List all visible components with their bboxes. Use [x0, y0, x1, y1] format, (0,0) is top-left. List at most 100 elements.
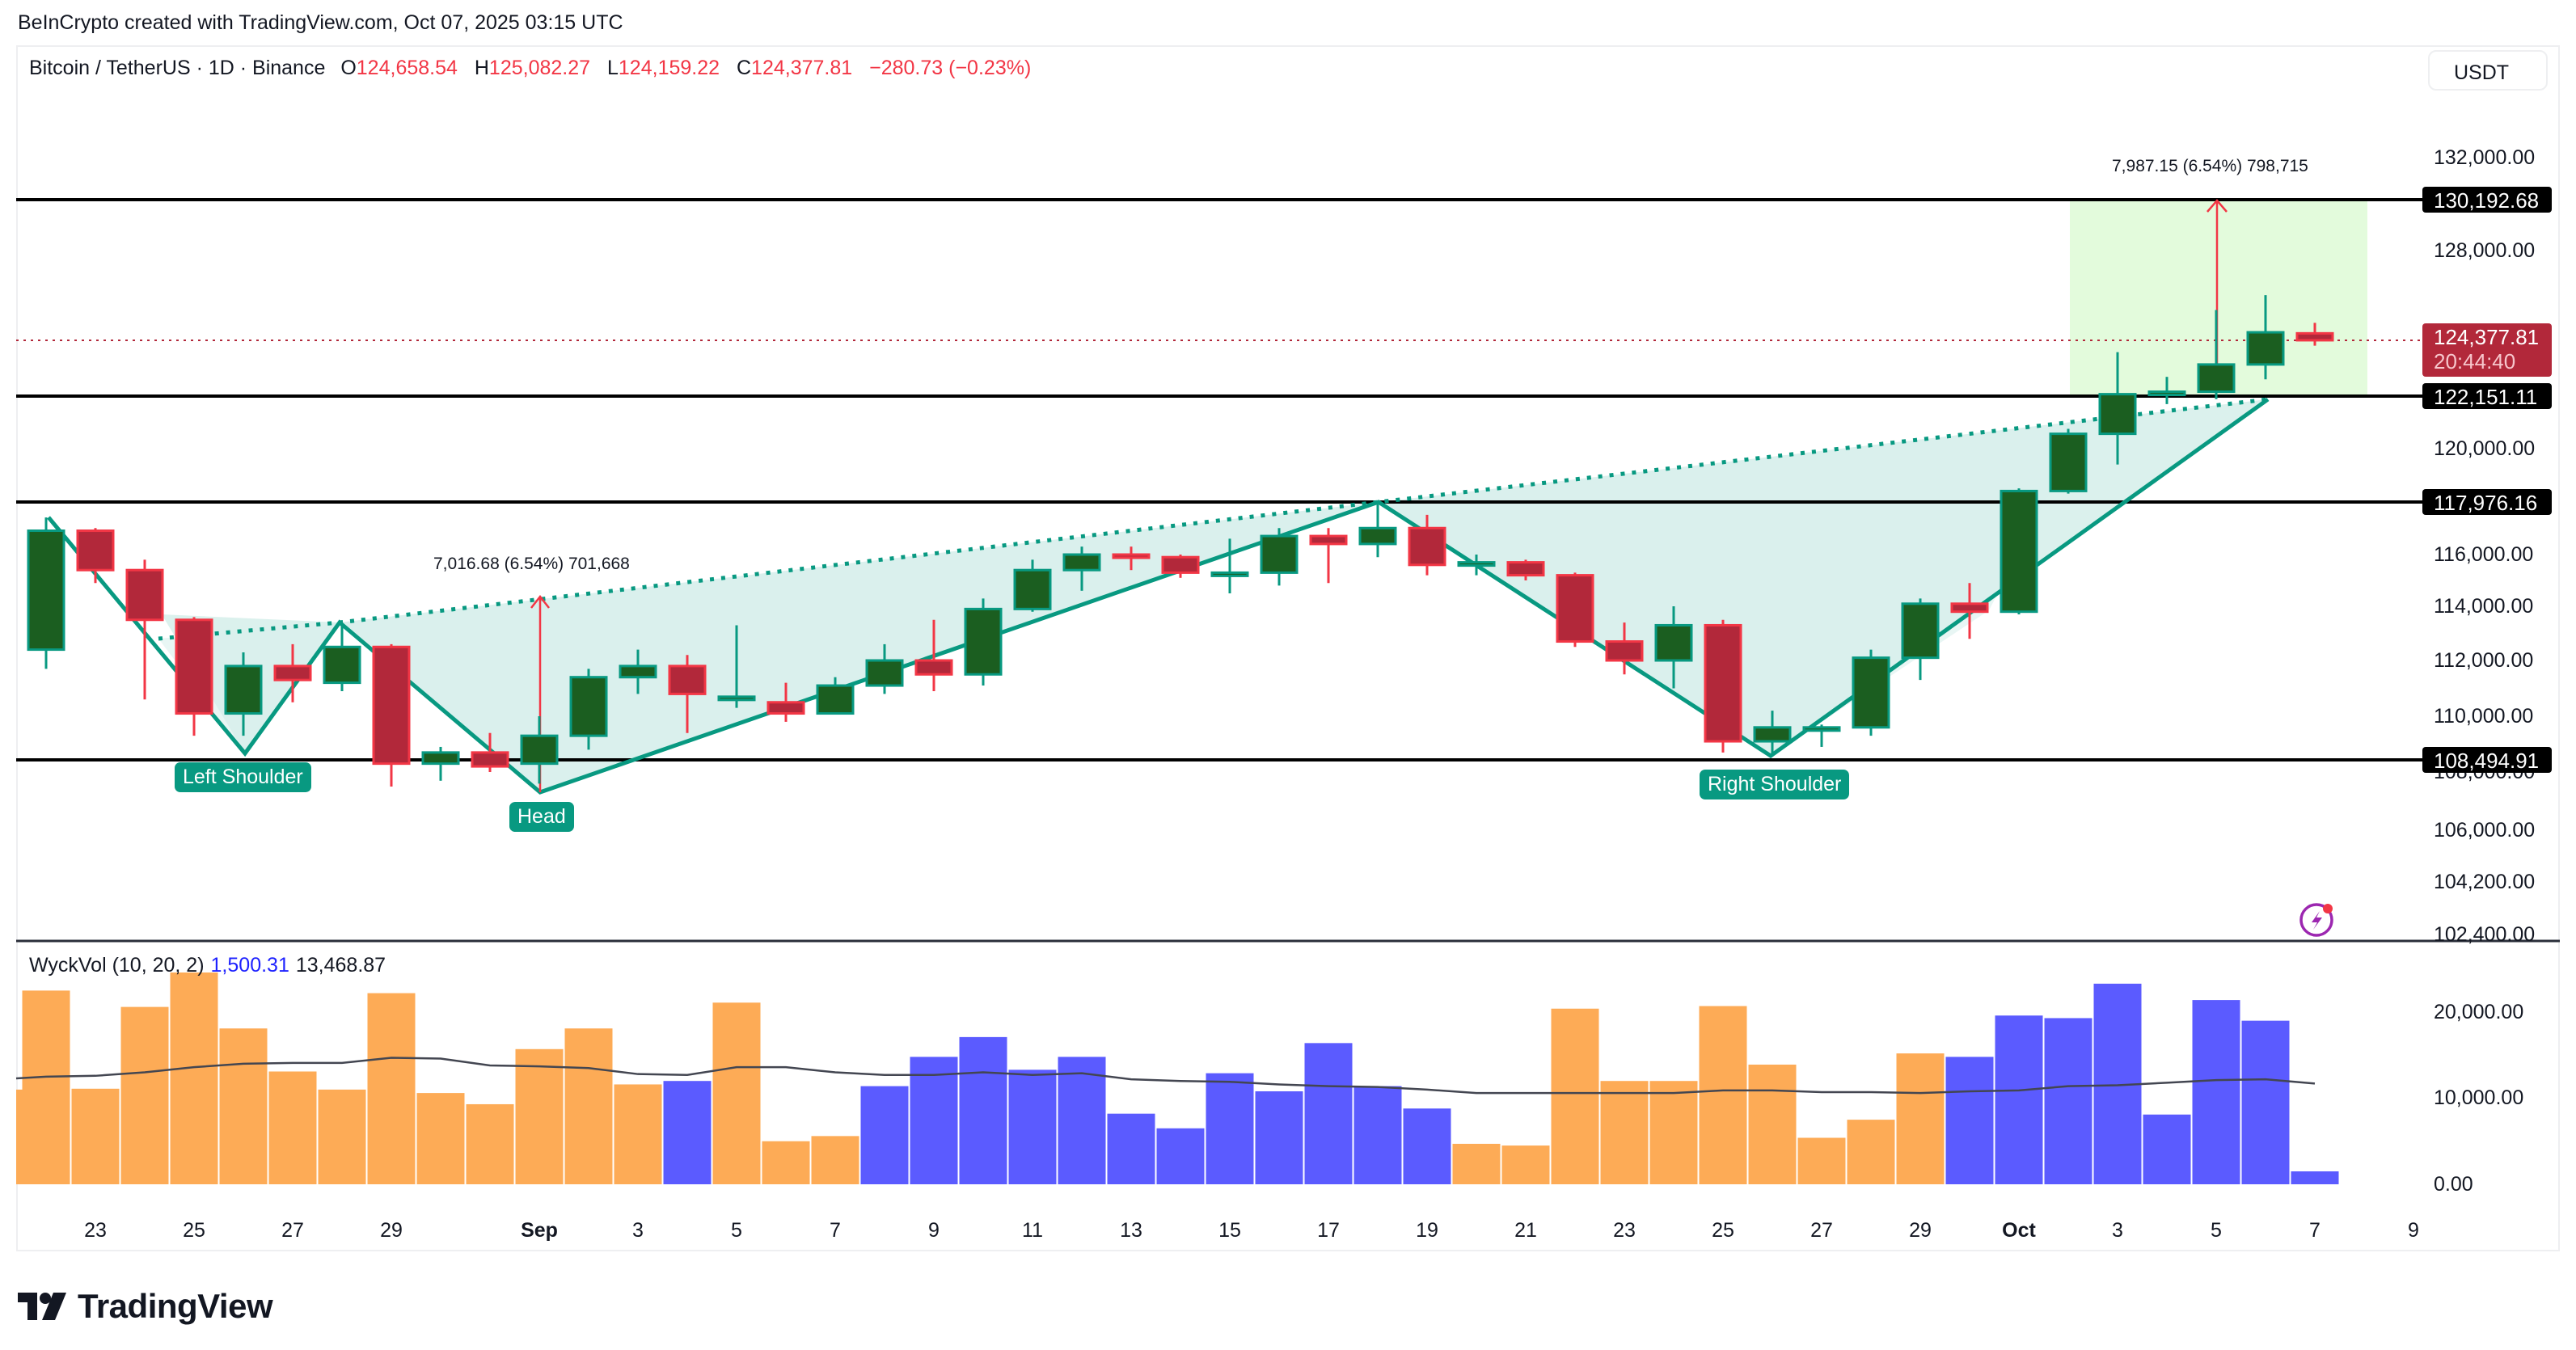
time-axis-label: 13 — [1120, 1219, 1142, 1242]
candle[interactable] — [1950, 583, 1989, 639]
candle[interactable] — [1506, 559, 1545, 580]
candle[interactable] — [717, 625, 756, 708]
volume-bar — [1847, 1120, 1895, 1184]
candle[interactable] — [1704, 619, 1742, 753]
candles — [27, 295, 2334, 787]
candle[interactable] — [76, 528, 115, 584]
last-price-value: 124,377.81 — [2434, 325, 2540, 349]
candle[interactable] — [1852, 649, 1890, 736]
candle[interactable] — [1210, 538, 1249, 593]
volume-bar — [1797, 1137, 1846, 1184]
price-axis-label: 128,000.00 — [2434, 239, 2536, 262]
candle[interactable] — [1753, 711, 1792, 756]
candle[interactable] — [175, 617, 213, 736]
candle[interactable] — [1260, 528, 1299, 586]
candle[interactable] — [619, 649, 657, 694]
volume-ma-line — [15, 1057, 2316, 1095]
candle[interactable] — [372, 643, 411, 787]
volume-bar — [2044, 1018, 2092, 1184]
pattern-fill-neckline — [158, 399, 2268, 792]
level-price-tag: 117,976.16 — [2422, 489, 2552, 515]
candle[interactable] — [224, 652, 263, 736]
time-axis-label: 29 — [1909, 1219, 1932, 1242]
candle[interactable] — [1309, 528, 1348, 584]
volume-value-2: 13,468.87 — [295, 954, 386, 977]
candle[interactable] — [1161, 555, 1200, 578]
candle[interactable] — [1802, 724, 1841, 747]
volume-axis-label: 0.00 — [2434, 1173, 2473, 1196]
volume-bar — [1748, 1064, 1797, 1184]
candle[interactable] — [964, 598, 1003, 686]
candle[interactable] — [914, 619, 953, 691]
low-label: L — [607, 57, 619, 79]
candle[interactable] — [471, 732, 509, 772]
candle[interactable] — [1013, 559, 1052, 612]
candle[interactable] — [1408, 514, 1446, 576]
candle[interactable] — [2000, 488, 2038, 615]
volume-bar — [367, 993, 416, 1184]
time-axis-label: 25 — [1712, 1219, 1734, 1242]
time-axis-label: 7 — [2309, 1219, 2321, 1242]
volume-bar — [71, 1088, 120, 1184]
left-shoulder-label: Left Shoulder — [175, 762, 311, 792]
change-value: −280.73 (−0.23%) — [869, 57, 1032, 79]
candle[interactable] — [1556, 572, 1594, 648]
candle[interactable] — [2246, 295, 2285, 380]
volume-bar — [1403, 1108, 1451, 1184]
volume-bar — [1501, 1145, 1550, 1184]
candle[interactable] — [766, 682, 805, 722]
price-axis-label: 120,000.00 — [2434, 437, 2536, 460]
candle[interactable] — [2147, 377, 2186, 404]
candle[interactable] — [816, 677, 855, 715]
price-axis-label: 102,400.00 — [2434, 923, 2536, 946]
volume-bar — [1649, 1081, 1698, 1184]
candle[interactable] — [273, 643, 312, 702]
close-label: C — [736, 57, 752, 79]
candle[interactable] — [865, 643, 904, 694]
symbol-legend: Bitcoin / TetherUS · 1D · Binance O124,6… — [29, 57, 1042, 80]
volume-bar — [2291, 1171, 2339, 1184]
time-axis-label: 7 — [830, 1219, 841, 1242]
candle[interactable] — [2295, 323, 2334, 346]
candle[interactable] — [1605, 622, 1644, 675]
candle[interactable] — [2098, 352, 2137, 465]
volume-bar — [910, 1057, 958, 1184]
time-axis-label: 29 — [380, 1219, 403, 1242]
candle[interactable] — [1654, 606, 1693, 689]
close-value: 124,377.81 — [751, 57, 853, 79]
candle[interactable] — [1358, 504, 1397, 558]
candle[interactable] — [1457, 555, 1496, 576]
volume-bar — [1008, 1069, 1057, 1184]
volume-bar — [762, 1141, 810, 1184]
time-axis-label: 27 — [281, 1219, 304, 1242]
level-price-tag: 122,151.11 — [2422, 383, 2552, 409]
candle[interactable] — [323, 625, 361, 691]
tradingview-logo[interactable]: TradingView — [18, 1287, 273, 1326]
level-price-tag: 130,192.68 — [2422, 187, 2552, 213]
candle[interactable] — [2197, 310, 2236, 399]
candle[interactable] — [520, 716, 559, 784]
volume-legend: WyckVol (10, 20, 2) 1,500.31 13,468.87 — [29, 954, 386, 977]
candle[interactable] — [569, 669, 608, 750]
open-value: 124,658.54 — [356, 57, 458, 79]
bar-countdown: 20:44:40 — [2434, 349, 2516, 373]
candle[interactable] — [1112, 546, 1151, 571]
candle[interactable] — [1901, 598, 1940, 681]
level-lines — [16, 198, 2422, 761]
candle[interactable] — [27, 517, 65, 669]
candle[interactable] — [421, 746, 460, 781]
volume-bar — [120, 1006, 169, 1184]
time-axis-label: 5 — [731, 1219, 742, 1242]
price-axis-label: 104,200.00 — [2434, 871, 2536, 893]
time-axis-label: 21 — [1514, 1219, 1537, 1242]
volume-bar — [614, 1084, 662, 1184]
candle[interactable] — [125, 559, 164, 700]
head-label: Head — [509, 802, 574, 832]
tradingview-logo-text: TradingView — [78, 1287, 273, 1325]
candle[interactable] — [1062, 546, 1101, 591]
candle[interactable] — [2049, 428, 2088, 494]
currency-button[interactable]: USDT — [2428, 50, 2548, 91]
price-axis-label: 106,000.00 — [2434, 819, 2536, 842]
candle[interactable] — [668, 655, 707, 733]
